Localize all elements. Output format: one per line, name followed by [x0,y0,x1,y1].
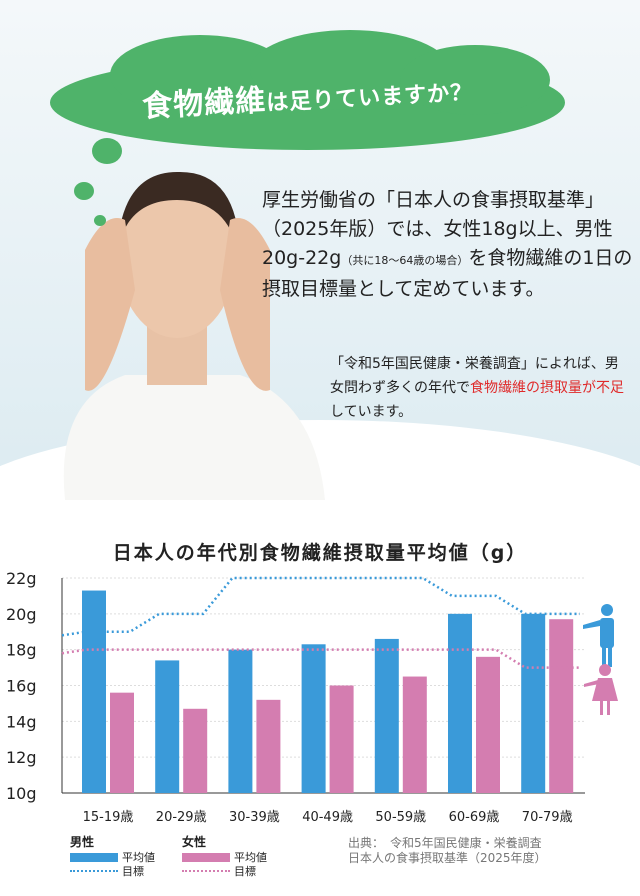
man-pointing-icon [583,604,614,667]
female-average-bar [110,692,134,793]
legend-label: 平均値 [122,851,155,864]
female-average-bar [329,685,354,793]
female-target-line [61,648,580,669]
y-tick-label: 18g [6,641,37,660]
y-tick-label: 22g [6,569,37,588]
woman-pointing-icon [584,664,618,715]
legend-female-title: 女性 [182,835,207,849]
x-tick-label: 50-59歳 [375,810,426,825]
intro-paragraph: 厚生労働省の「日本人の食事摂取基準」（2025年版）では、女性18g以上、男性2… [262,189,633,300]
x-tick-label: 60-69歳 [449,810,500,825]
male-average-bar [228,649,253,793]
female-average-bar [476,656,500,793]
legend-male-bar-swatch [70,852,118,862]
x-tick-label: 70-79歳 [522,810,573,825]
legend-label: 目標 [122,865,144,878]
y-tick-label: 20g [6,605,37,624]
thought-dot [74,182,94,200]
female-average-bar [183,708,208,793]
male-average-bar [155,660,180,793]
male-average-bar [82,590,106,793]
y-tick-label: 14g [6,712,37,731]
source-line: 出典： 令和5年国民健康・栄養調査 [348,836,542,850]
survey-paragraph: 「令和5年国民健康・栄養調査」によれば、男女問わず多くの年代で食物繊維の摂取量が… [330,356,624,420]
woman-headache-photo [63,171,325,500]
x-tick-label: 40-49歳 [302,810,353,825]
male-average-bar [448,613,472,793]
female-average-bar [256,699,281,793]
source-note: 出典： 令和5年国民健康・栄養調査 日本人の食事摂取基準（2025年度） [348,836,547,866]
legend-female-line-swatch [182,870,230,872]
thought-dot [94,215,106,226]
male-target-line [61,576,580,637]
y-tick-label: 16g [6,677,37,696]
legend-label: 目標 [234,865,256,878]
y-tick-label: 10g [6,784,37,803]
source-line: 日本人の食事摂取基準（2025年度） [348,851,547,865]
x-tick-label: 30-39歳 [229,810,280,825]
x-tick-label: 15-19歳 [83,810,134,825]
legend-female-bar-swatch [182,852,230,862]
thought-dot [92,138,122,164]
hero-section: 食物繊維は足りていますか？ 厚生労働省の「日本人の食事摂取基準」（2025年版）… [0,0,640,500]
male-average-bar [521,613,546,793]
thought-cloud: 食物繊維は足りていますか？ [50,30,565,150]
female-average-bar [549,619,574,793]
fiber-bar-chart: 10g 12g 14g 16g 18g 20g 22g 15-19歳 20-29歳 30-39歳 4… [6,569,618,825]
chart-title: 日本人の年代別食物繊維摂取量平均値（g） [112,542,528,564]
female-average-bar [402,676,427,793]
legend-male-title: 男性 [70,835,95,849]
y-tick-label: 12g [6,748,37,767]
male-average-bar [301,644,326,793]
male-average-bar [374,638,399,793]
legend-label: 平均値 [234,851,267,864]
legend-male-line-swatch [70,870,118,872]
x-tick-label: 20-29歳 [156,810,207,825]
